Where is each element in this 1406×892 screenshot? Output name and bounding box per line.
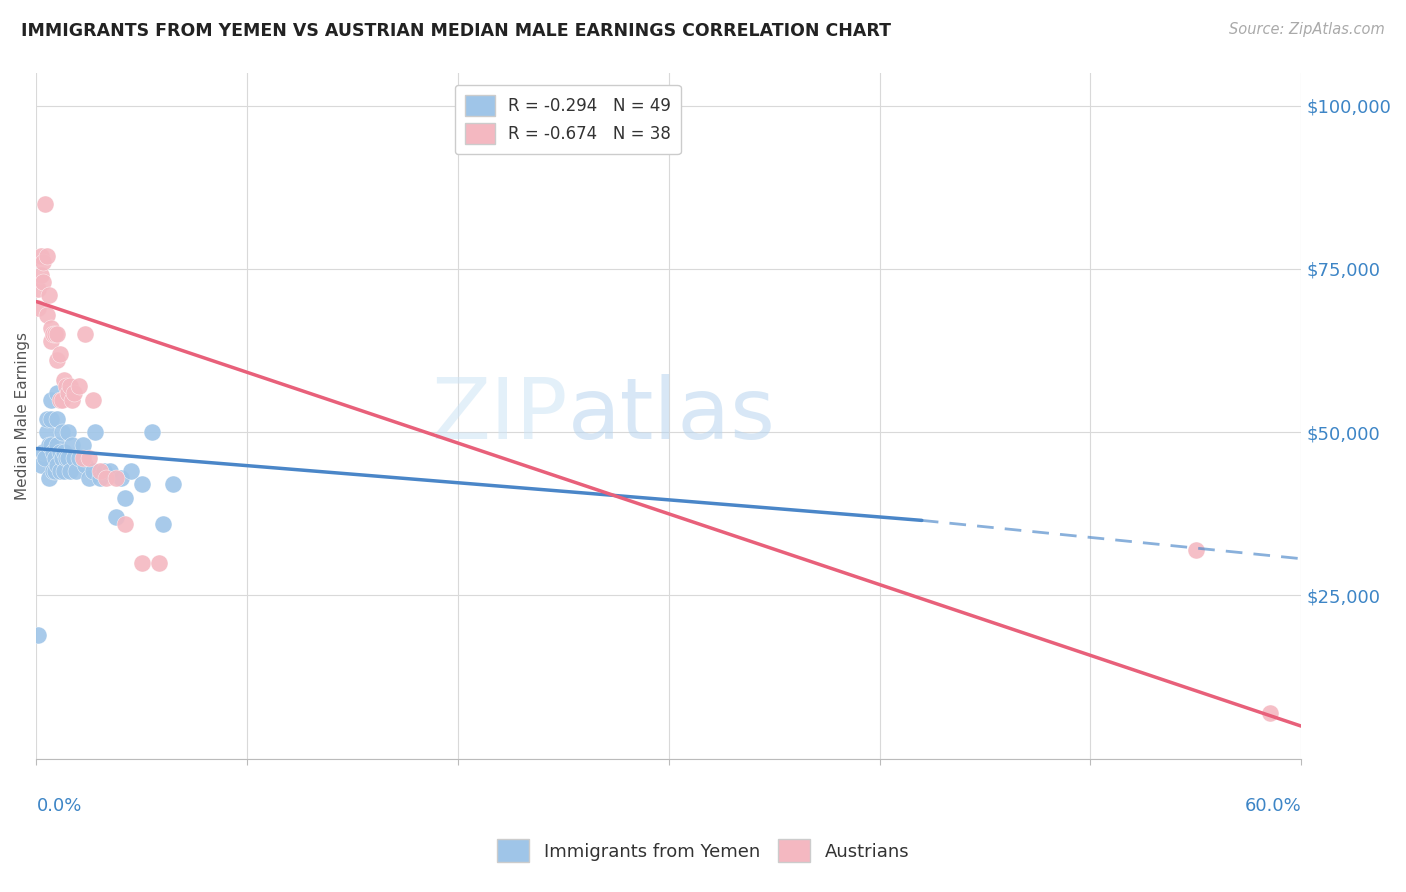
Point — [84, 425, 107, 440]
Point — [52, 373, 75, 387]
Point — [73, 327, 96, 342]
Point — [77, 471, 100, 485]
Point — [120, 464, 142, 478]
Point — [65, 464, 87, 478]
Point — [48, 464, 70, 478]
Point — [105, 471, 128, 485]
Text: 60.0%: 60.0% — [1244, 797, 1302, 814]
Point — [30, 458, 52, 472]
Point — [1185, 542, 1208, 557]
Point — [1258, 706, 1281, 720]
Point — [110, 471, 132, 485]
Point — [30, 268, 52, 283]
Point — [63, 451, 86, 466]
Point — [56, 425, 79, 440]
Point — [46, 386, 69, 401]
Point — [38, 471, 60, 485]
Point — [44, 327, 66, 342]
Point — [30, 249, 52, 263]
Point — [39, 320, 62, 334]
Point — [27, 301, 49, 315]
Point — [72, 438, 94, 452]
Point — [35, 249, 58, 263]
Point — [48, 347, 70, 361]
Point — [46, 412, 69, 426]
Point — [31, 255, 53, 269]
Point — [27, 628, 49, 642]
Point — [131, 556, 153, 570]
Point — [46, 438, 69, 452]
Point — [51, 451, 73, 466]
Point — [56, 451, 79, 466]
Point — [55, 379, 77, 393]
Point — [72, 451, 94, 466]
Point — [52, 445, 75, 459]
Point — [34, 451, 56, 466]
Text: ZIP: ZIP — [432, 375, 568, 458]
Point — [46, 458, 69, 472]
Point — [98, 464, 121, 478]
Point — [77, 451, 100, 466]
Point — [38, 438, 60, 452]
Point — [141, 425, 163, 440]
Point — [93, 464, 115, 478]
Point — [59, 464, 82, 478]
Legend: R = -0.294   N = 49, R = -0.674   N = 38: R = -0.294 N = 49, R = -0.674 N = 38 — [454, 85, 681, 154]
Point — [82, 392, 104, 407]
Point — [94, 471, 117, 485]
Point — [52, 464, 75, 478]
Point — [39, 334, 62, 348]
Point — [60, 438, 83, 452]
Point — [67, 451, 90, 466]
Point — [51, 392, 73, 407]
Point — [35, 425, 58, 440]
Point — [148, 556, 170, 570]
Point — [63, 386, 86, 401]
Point — [48, 445, 70, 459]
Point — [35, 412, 58, 426]
Point — [42, 464, 65, 478]
Point — [34, 196, 56, 211]
Point — [46, 353, 69, 368]
Point — [46, 327, 69, 342]
Point — [55, 451, 77, 466]
Point — [48, 392, 70, 407]
Text: 0.0%: 0.0% — [37, 797, 82, 814]
Point — [114, 491, 136, 505]
Y-axis label: Median Male Earnings: Median Male Earnings — [15, 332, 30, 500]
Point — [35, 308, 58, 322]
Point — [89, 464, 111, 478]
Point — [131, 477, 153, 491]
Point — [51, 425, 73, 440]
Point — [152, 516, 174, 531]
Point — [59, 379, 82, 393]
Point — [42, 445, 65, 459]
Point — [89, 471, 111, 485]
Point — [39, 412, 62, 426]
Point — [31, 445, 53, 459]
Point — [38, 288, 60, 302]
Point — [67, 379, 90, 393]
Point — [39, 392, 62, 407]
Point — [114, 516, 136, 531]
Point — [44, 451, 66, 466]
Point — [44, 464, 66, 478]
Text: IMMIGRANTS FROM YEMEN VS AUSTRIAN MEDIAN MALE EARNINGS CORRELATION CHART: IMMIGRANTS FROM YEMEN VS AUSTRIAN MEDIAN… — [21, 22, 891, 40]
Point — [162, 477, 184, 491]
Point — [73, 458, 96, 472]
Point — [60, 392, 83, 407]
Point — [42, 327, 65, 342]
Legend: Immigrants from Yemen, Austrians: Immigrants from Yemen, Austrians — [489, 832, 917, 870]
Point — [39, 438, 62, 452]
Point — [31, 275, 53, 289]
Point — [105, 510, 128, 524]
Point — [27, 281, 49, 295]
Text: atlas: atlas — [568, 375, 776, 458]
Point — [56, 386, 79, 401]
Point — [82, 464, 104, 478]
Text: Source: ZipAtlas.com: Source: ZipAtlas.com — [1229, 22, 1385, 37]
